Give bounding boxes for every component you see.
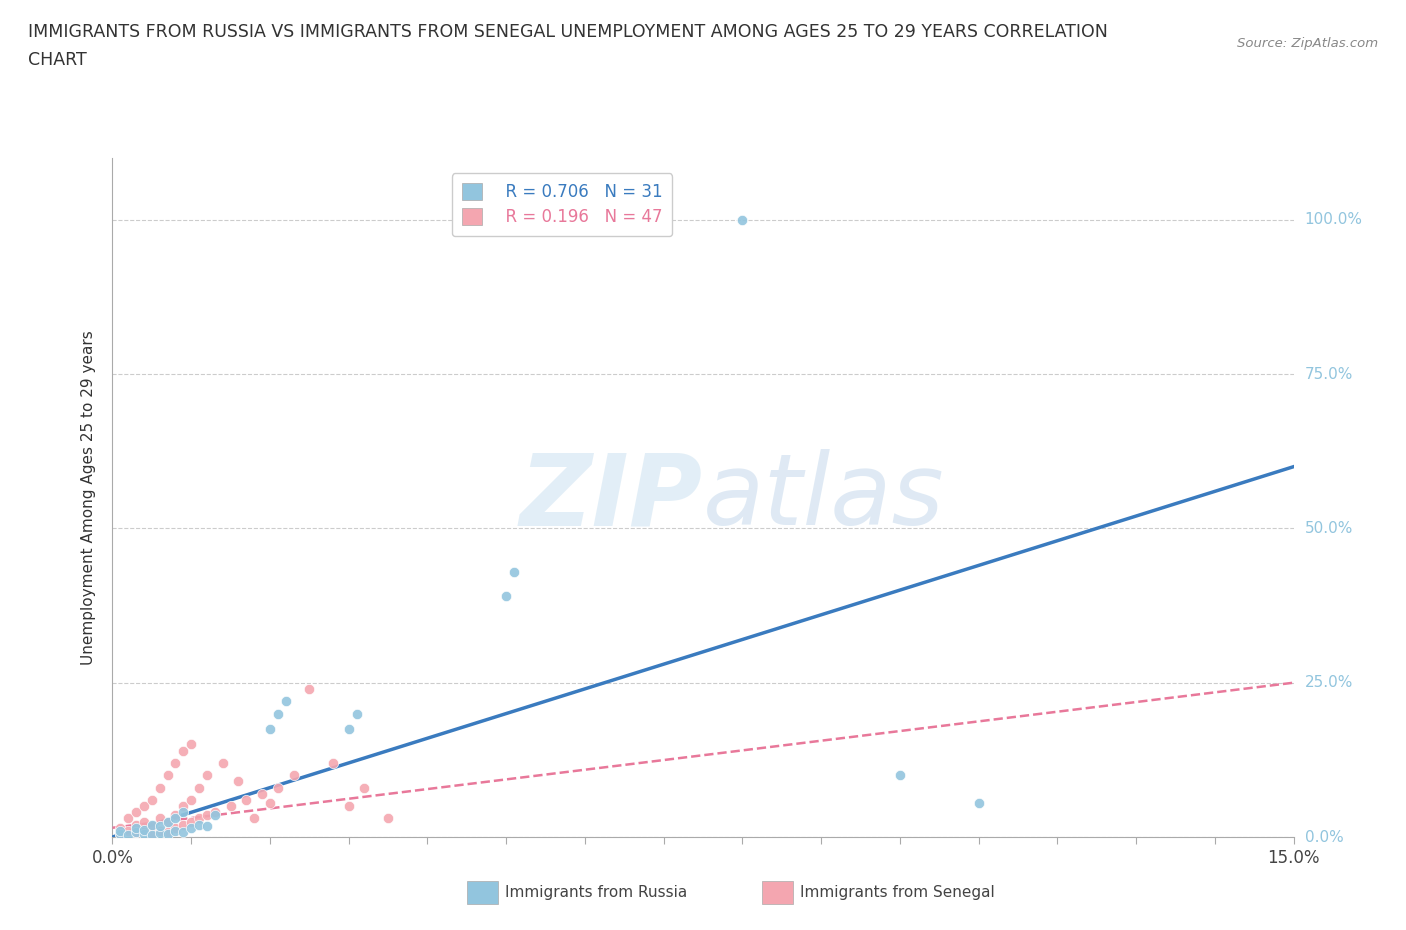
Point	[172, 817, 194, 832]
Y-axis label: Unemployment Among Ages 25 to 29 years: Unemployment Among Ages 25 to 29 years	[80, 330, 96, 665]
Point	[125, 825, 148, 840]
Point	[156, 814, 179, 829]
Point	[267, 780, 290, 795]
Point	[250, 787, 273, 802]
Point	[132, 814, 155, 829]
Point	[141, 827, 163, 842]
Text: IMMIGRANTS FROM RUSSIA VS IMMIGRANTS FROM SENEGAL UNEMPLOYMENT AMONG AGES 25 TO : IMMIGRANTS FROM RUSSIA VS IMMIGRANTS FRO…	[28, 23, 1108, 41]
Point	[188, 811, 211, 826]
Point	[180, 792, 202, 807]
Point	[180, 737, 202, 751]
Point	[125, 804, 148, 819]
Text: 25.0%: 25.0%	[1305, 675, 1353, 690]
Point	[117, 823, 139, 838]
Point	[322, 755, 344, 770]
Point	[165, 820, 187, 835]
Point	[195, 818, 218, 833]
Point	[337, 799, 360, 814]
Point	[283, 768, 305, 783]
Point	[267, 706, 290, 721]
Point	[141, 828, 163, 843]
Point	[337, 722, 360, 737]
Point	[172, 743, 194, 758]
Point	[211, 755, 233, 770]
Point	[165, 811, 187, 826]
Point	[110, 827, 132, 842]
Point	[188, 817, 211, 832]
Point	[132, 799, 155, 814]
Point	[243, 811, 266, 826]
Point	[125, 825, 148, 840]
Point	[889, 768, 911, 783]
Point	[110, 827, 132, 842]
Point	[172, 799, 194, 814]
Point	[967, 796, 990, 811]
Text: 100.0%: 100.0%	[1305, 212, 1362, 227]
Point	[165, 823, 187, 838]
Point	[346, 706, 368, 721]
Text: 75.0%: 75.0%	[1305, 366, 1353, 381]
Point	[235, 792, 257, 807]
Legend:   R = 0.706   N = 31,   R = 0.196   N = 47: R = 0.706 N = 31, R = 0.196 N = 47	[451, 173, 672, 236]
Text: Source: ZipAtlas.com: Source: ZipAtlas.com	[1237, 37, 1378, 50]
Point	[149, 818, 172, 833]
Point	[259, 796, 281, 811]
Point	[204, 808, 226, 823]
Point	[503, 565, 526, 579]
Text: 0.0%: 0.0%	[1305, 830, 1343, 844]
Point	[141, 818, 163, 833]
Point	[172, 825, 194, 840]
Point	[495, 589, 517, 604]
Point	[259, 722, 281, 737]
Text: CHART: CHART	[28, 51, 87, 69]
Point	[172, 804, 194, 819]
Point	[204, 804, 226, 819]
Point	[117, 811, 139, 826]
Point	[110, 820, 132, 835]
Point	[165, 755, 187, 770]
Text: 50.0%: 50.0%	[1305, 521, 1353, 536]
Point	[180, 820, 202, 835]
Point	[274, 694, 297, 709]
Point	[132, 827, 155, 842]
Point	[141, 792, 163, 807]
Point	[156, 814, 179, 829]
Point	[731, 212, 754, 227]
Point	[149, 811, 172, 826]
Point	[353, 780, 375, 795]
Point	[110, 823, 132, 838]
Point	[117, 828, 139, 843]
Point	[149, 823, 172, 838]
Point	[219, 799, 242, 814]
Point	[132, 822, 155, 837]
Point	[298, 682, 321, 697]
Point	[141, 817, 163, 832]
Text: Immigrants from Senegal: Immigrants from Senegal	[800, 884, 995, 900]
Point	[180, 814, 202, 829]
Text: atlas: atlas	[703, 449, 945, 546]
Point	[156, 825, 179, 840]
Point	[149, 780, 172, 795]
Point	[165, 808, 187, 823]
Text: Immigrants from Russia: Immigrants from Russia	[505, 884, 688, 900]
Point	[149, 825, 172, 840]
Point	[125, 820, 148, 835]
Point	[188, 780, 211, 795]
Point	[125, 817, 148, 832]
Point	[195, 768, 218, 783]
Point	[156, 827, 179, 842]
Point	[228, 774, 250, 789]
Point	[156, 768, 179, 783]
Point	[377, 811, 399, 826]
Point	[195, 808, 218, 823]
Point	[132, 822, 155, 837]
Text: ZIP: ZIP	[520, 449, 703, 546]
